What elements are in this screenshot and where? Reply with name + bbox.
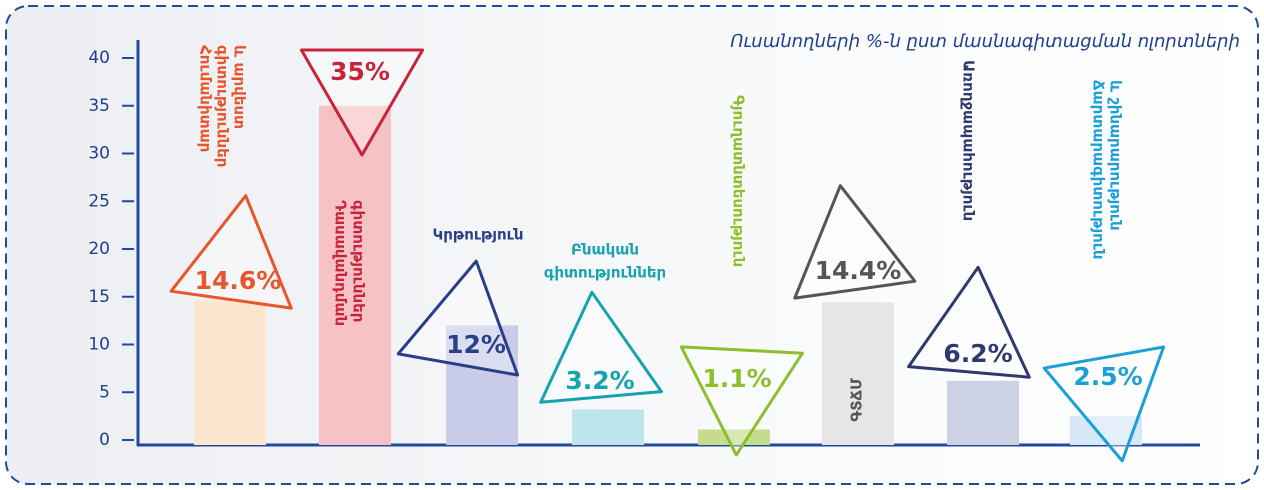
value-label: 35% (330, 57, 390, 86)
category-label: Դասավանդման (332, 200, 350, 326)
category-label: Գյուղատնտեսություն (730, 95, 748, 267)
category-label: գիտություններ (544, 264, 666, 282)
value-label: 2.5% (1073, 362, 1142, 391)
value-label: 14.4% (815, 256, 902, 285)
chart-title: Ուսանողների %-ն ըստ մասնագիտացման ոլորտն… (730, 31, 1240, 52)
category-label: Կրթություն (433, 226, 524, 244)
category-label: գիտություններ (350, 200, 368, 322)
label-triangle (299, 48, 425, 157)
category-label: Բնական (571, 241, 639, 259)
category-label: Առողջապահություն (960, 60, 978, 221)
label-triangle (539, 290, 663, 404)
category-label: Հումանիտար (197, 45, 215, 152)
bar (319, 105, 391, 445)
value-label: 3.2% (565, 366, 634, 395)
y-tick-label: 30 (88, 144, 110, 164)
category-label: և շինարարություն (1107, 80, 1125, 231)
y-tick-label: 20 (88, 239, 110, 259)
bar (947, 380, 1019, 445)
y-tick-label: 0 (99, 430, 110, 450)
value-label: 14.6% (195, 266, 282, 295)
y-tick-label: 5 (99, 382, 110, 402)
label-triangle (169, 194, 293, 310)
y-tick-label: 25 (88, 191, 110, 211)
category-label: Ճարտարագիտություն (1090, 80, 1108, 260)
y-tick-label: 15 (88, 287, 110, 307)
bar (572, 409, 644, 445)
category-label: գիտություններ (214, 45, 232, 167)
label-triangle (907, 265, 1031, 379)
label-triangle (396, 259, 520, 377)
value-label: 1.1% (702, 364, 771, 393)
value-label: 12% (446, 330, 506, 359)
category-label: ԳՏՃՄ (848, 378, 866, 422)
y-tick-label: 35 (88, 96, 110, 116)
label-triangle (1042, 345, 1166, 463)
category-label: և արվեստ (231, 45, 249, 129)
y-tick-label: 10 (88, 335, 110, 355)
bar (194, 300, 266, 445)
y-tick-label: 40 (88, 48, 110, 68)
label-triangle (793, 184, 917, 300)
bar (822, 302, 894, 445)
value-label: 6.2% (943, 339, 1012, 368)
label-triangle (679, 345, 804, 457)
